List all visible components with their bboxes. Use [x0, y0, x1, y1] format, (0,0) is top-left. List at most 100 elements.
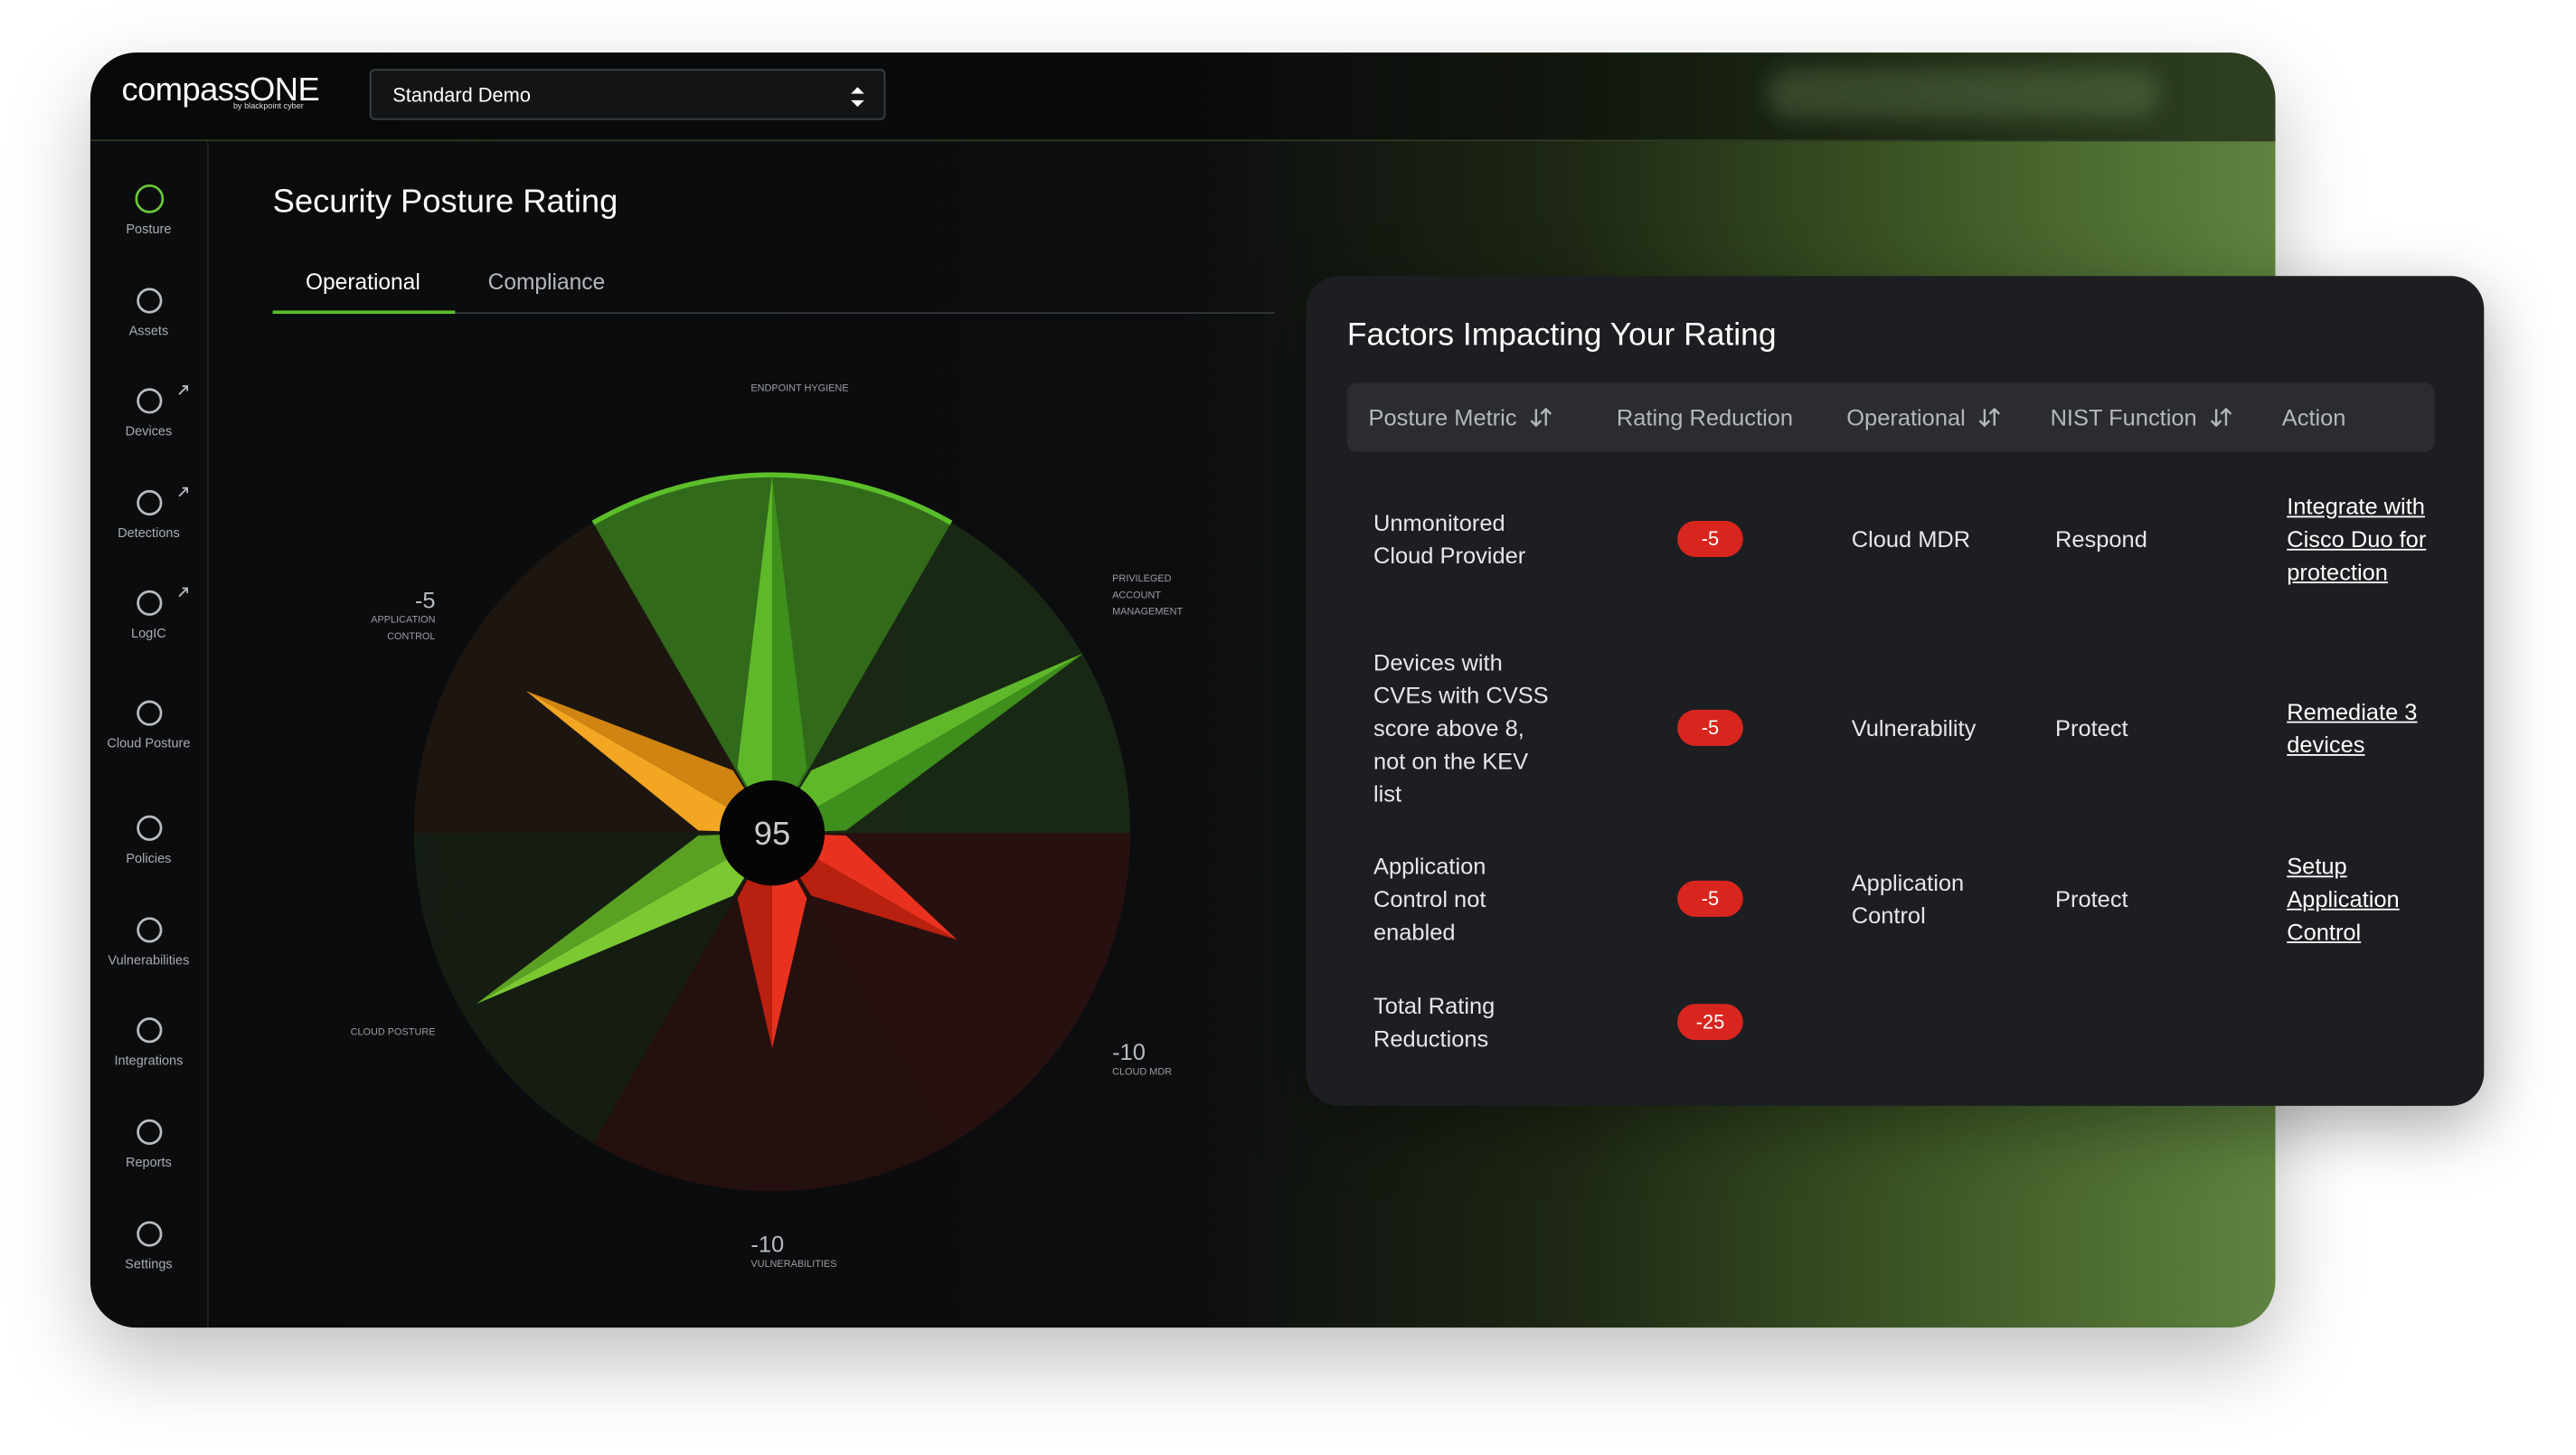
column-name: NIST Function: [2050, 403, 2197, 431]
rating-star: 95: [413, 472, 1131, 1192]
nav-icon: [136, 388, 162, 414]
nav-label: Assets: [128, 323, 169, 339]
icon-shape: [136, 1017, 162, 1044]
reduction-badge: -5: [1677, 880, 1743, 917]
nav-label: Cloud Posture: [107, 735, 191, 751]
metric-label: APPLICATION CONTROL: [371, 616, 436, 643]
panel-title: Factors Impacting Your Rating: [1346, 317, 1777, 354]
sidebar: Posture Assets Devices Detections LogIC Cloud…: [90, 141, 209, 1328]
column-header[interactable]: Operational: [1846, 383, 2002, 451]
brand-sub: by blackpoint cyber: [233, 101, 304, 112]
icon-shape: [136, 1221, 162, 1247]
table-cell: Protect: [2055, 714, 2128, 742]
metric: CLOUD POSTURE: [320, 1025, 436, 1042]
nav-item[interactable]: Devices: [90, 384, 207, 442]
column-name: Posture Metric: [1368, 403, 1517, 431]
table-cell: Unmonitored Cloud Provider: [1373, 509, 1526, 569]
tab-underline: [272, 310, 456, 315]
icon-shape: [136, 1119, 162, 1145]
top-bar: compassONE by blackpoint cyber Standard …: [90, 52, 2276, 142]
nav-item[interactable]: Settings: [90, 1217, 207, 1275]
icon-shape: [136, 388, 162, 414]
column-header: Action: [2282, 383, 2346, 451]
nav-label: Detections: [118, 525, 180, 541]
nav-icon: [136, 917, 162, 943]
nav-item[interactable]: Policies: [90, 812, 207, 870]
nav-icon: [136, 700, 162, 726]
icon-shape: [136, 917, 162, 943]
nav-label: Vulnerabilities: [108, 952, 190, 968]
brand: compassONE: [121, 71, 320, 109]
metric-label: PRIVILEGED ACCOUNT MANAGEMENT: [1112, 574, 1184, 619]
nav-label: Devices: [125, 423, 173, 439]
nav-icon: [136, 1017, 162, 1044]
tab[interactable]: Operational: [305, 269, 420, 295]
icon-shape: [134, 184, 164, 213]
external-icon: [178, 385, 189, 395]
workspace-select[interactable]: Standard Demo: [369, 69, 886, 120]
nav-label: LogIC: [131, 626, 166, 641]
table-cell: Devices with CVEs with CVSS score above …: [1373, 648, 1549, 808]
reduction-badge: -5: [1677, 520, 1743, 557]
column-header[interactable]: NIST Function: [2051, 383, 2233, 451]
icon-shape: [136, 288, 162, 314]
action-link[interactable]: Remediate 3 devices: [2287, 698, 2418, 758]
icon-shape: [136, 815, 162, 841]
nav-item[interactable]: Posture: [90, 183, 207, 241]
nav-item[interactable]: LogIC: [90, 587, 207, 645]
metric-label: CLOUD POSTURE: [350, 1028, 436, 1039]
select-arrows: [851, 87, 864, 108]
metric-label: CLOUD MDR: [1112, 1068, 1173, 1078]
metric-value: -10: [750, 1230, 785, 1257]
nav-icon: [134, 184, 164, 213]
tab-rule: [272, 312, 1275, 315]
score-disc: [719, 780, 826, 886]
spike: [737, 833, 772, 1049]
blurred-controls: [1766, 69, 2161, 118]
table-cell: Application Control not enabled: [1373, 853, 1486, 945]
nav-item[interactable]: Vulnerabilities: [90, 913, 207, 971]
table-cell: Cloud MDR: [1851, 525, 1971, 553]
nav-icon: [136, 489, 162, 516]
metric: -10 VULNERABILITIES: [750, 1231, 882, 1273]
table-cell: Application Control: [1851, 869, 1965, 929]
sort-icon: [1979, 407, 2001, 428]
nav-item[interactable]: Cloud Posture: [90, 696, 207, 754]
nav-icon: [136, 1119, 162, 1145]
action-link[interactable]: Setup Application Control: [2287, 853, 2400, 945]
metric: ENDPOINT HYGIENE: [750, 382, 849, 398]
metric: PRIVILEGED ACCOUNT MANAGEMENT: [1112, 572, 1211, 621]
table-cell: Respond: [2055, 525, 2147, 553]
nav-label: Settings: [125, 1256, 173, 1272]
spike: [737, 476, 772, 834]
metric-label: VULNERABILITIES: [750, 1260, 837, 1271]
nav-label: Policies: [126, 851, 172, 866]
sector-rim: [591, 472, 953, 525]
tab[interactable]: Compliance: [487, 269, 606, 295]
column-name: Rating Reduction: [1616, 403, 1794, 431]
reduction-badge: -5: [1677, 709, 1743, 746]
table-cell: Vulnerability: [1851, 714, 1977, 742]
score: 95: [754, 815, 790, 852]
column-header[interactable]: Posture Metric: [1369, 383, 1553, 451]
total-label: Total Rating Reductions: [1373, 992, 1496, 1052]
spike: [771, 476, 807, 834]
nav-item[interactable]: Assets: [90, 284, 207, 342]
metric: -10 CLOUD MDR: [1112, 1038, 1211, 1081]
nav-item[interactable]: Reports: [90, 1116, 207, 1174]
nav-icon: [136, 590, 162, 616]
nav-item[interactable]: Detections: [90, 487, 207, 544]
sort-icon: [2211, 407, 2232, 428]
spike: [771, 653, 1084, 834]
icon-shape: [136, 590, 162, 616]
sort-icon: [1531, 407, 1552, 428]
nav-item[interactable]: Integrations: [90, 1014, 207, 1072]
nav-icon: [136, 288, 162, 314]
nav-icon: [136, 1221, 162, 1247]
total-badge: -25: [1677, 1004, 1743, 1041]
column-header: Rating Reduction: [1617, 383, 1793, 451]
action-link[interactable]: Integrate with Cisco Duo for protection: [2287, 493, 2427, 585]
spike: [525, 691, 772, 834]
